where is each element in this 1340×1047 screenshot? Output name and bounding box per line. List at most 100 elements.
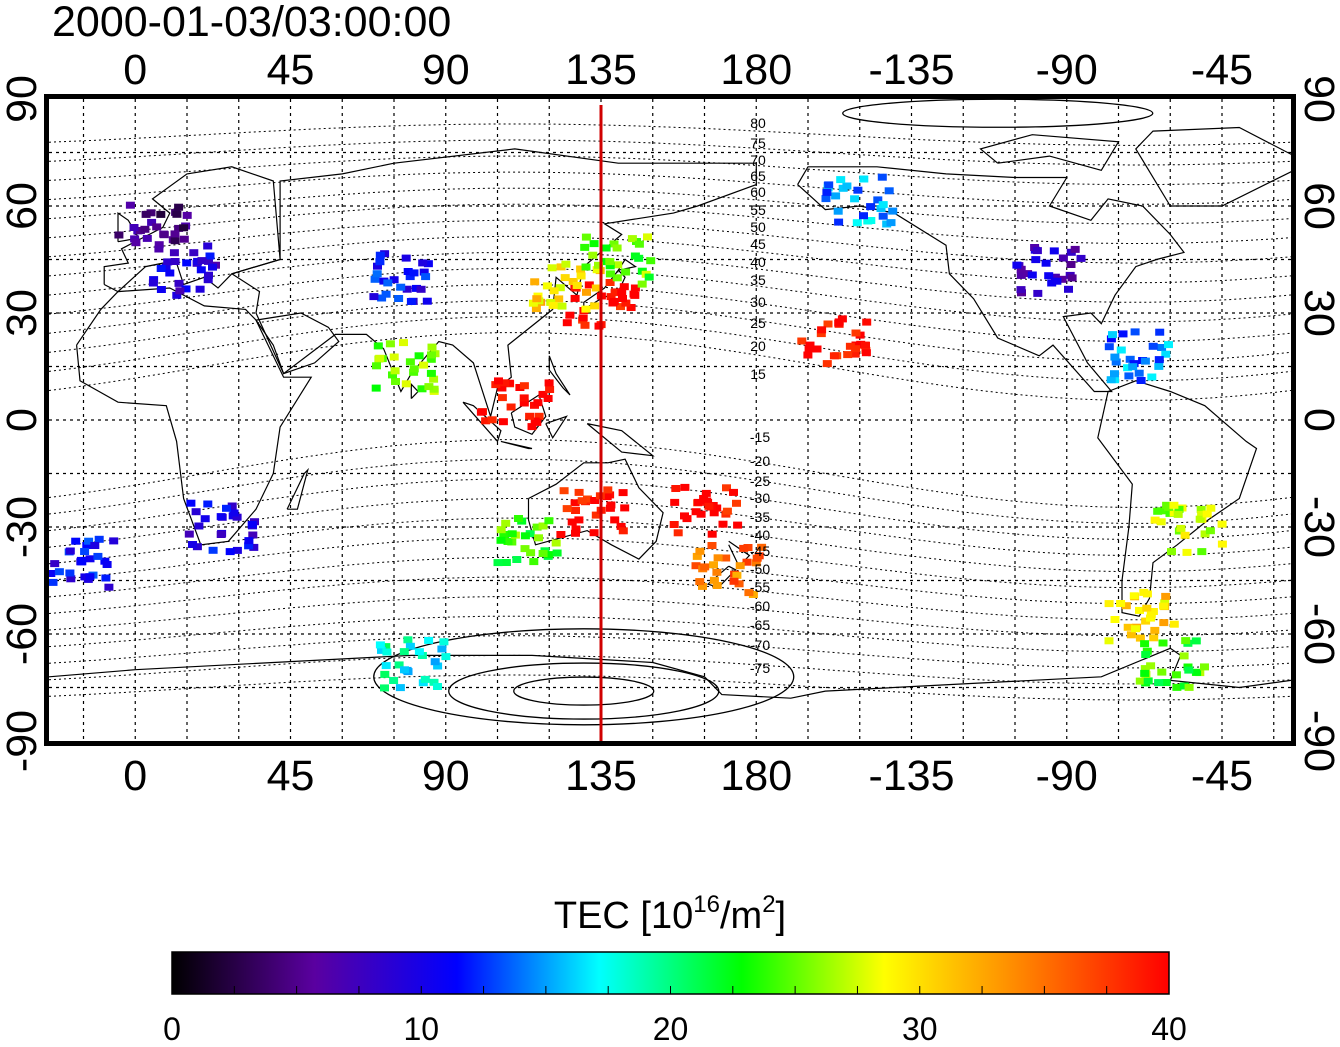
tec-point: [584, 281, 594, 289]
right-tick-label: 30: [1295, 289, 1340, 337]
tec-point: [680, 483, 690, 491]
tec-point: [1191, 637, 1201, 645]
tec-point: [1106, 376, 1116, 384]
tec-point: [1058, 254, 1068, 262]
tec-point: [700, 563, 710, 571]
tec-point: [852, 219, 862, 227]
tec-point: [644, 273, 654, 281]
tec-point: [191, 508, 201, 516]
tec-point: [626, 304, 636, 311]
tec-point: [866, 203, 876, 211]
mag-lat-label: 25: [750, 315, 766, 331]
tec-point: [375, 258, 385, 266]
tec-point: [1217, 520, 1227, 528]
tec-point: [1196, 505, 1206, 513]
mag-lat-label: -75: [750, 660, 770, 676]
left-tick-label: -60: [0, 603, 46, 665]
tec-point: [833, 207, 843, 215]
tec-point: [409, 269, 419, 277]
tec-point: [556, 263, 566, 271]
tec-point: [845, 342, 855, 350]
tec-point: [427, 351, 436, 359]
tec-point: [84, 537, 94, 545]
tec-point: [722, 484, 731, 492]
tec-point: [181, 285, 191, 293]
tec-point: [729, 488, 738, 496]
tec-point: [608, 299, 618, 307]
tec-point: [578, 314, 588, 322]
tec-point: [514, 515, 523, 522]
tec-point: [1012, 261, 1022, 269]
tec-point: [1164, 341, 1173, 349]
tec-point: [549, 287, 559, 295]
mag-lat-label: 35: [750, 272, 766, 288]
tec-point: [476, 408, 486, 416]
tec-point: [1206, 504, 1216, 512]
tec-point: [512, 556, 522, 563]
tec-point: [156, 286, 166, 293]
tec-point: [646, 257, 656, 265]
tec-point: [1130, 328, 1140, 336]
top-tick-label: 45: [267, 46, 315, 94]
tec-point: [520, 545, 530, 553]
tec-point: [146, 209, 156, 217]
tec-point: [1123, 364, 1133, 372]
tec-point: [551, 539, 561, 547]
tec-point: [718, 520, 728, 528]
right-latitude-ticks: 90 60 30 0 -30 -60 -90: [1295, 75, 1340, 772]
tec-point: [673, 529, 683, 537]
tec-point: [709, 509, 719, 517]
tec-point: [175, 287, 185, 295]
tec-point: [577, 497, 587, 505]
tec-point: [399, 339, 408, 347]
tec-point: [179, 224, 189, 232]
tec-point: [372, 270, 382, 278]
tec-point: [208, 546, 218, 554]
tec-point: [576, 265, 586, 273]
tec-point: [182, 211, 192, 219]
tec-point: [876, 205, 886, 212]
tec-point: [1200, 663, 1209, 671]
tec-point: [169, 249, 179, 257]
tec-point: [204, 271, 213, 279]
tec-point: [1041, 259, 1051, 267]
tec-point: [519, 399, 529, 407]
magnetic-latitude-contours: [49, 99, 1291, 726]
tec-point: [547, 264, 557, 272]
tec-point: [1176, 524, 1186, 532]
tec-point: [170, 230, 180, 238]
tec-point: [1164, 503, 1174, 511]
tec-point: [570, 499, 580, 507]
tec-point: [538, 390, 548, 398]
tec-point: [163, 258, 173, 266]
tec-point: [66, 575, 76, 583]
tec-point: [744, 589, 754, 597]
tec-point: [695, 547, 705, 555]
tec-point: [189, 249, 199, 257]
tec-point: [742, 558, 752, 566]
tec-point: [82, 542, 92, 549]
tec-point: [861, 341, 870, 349]
tec-point: [1110, 370, 1119, 378]
tec-point: [401, 380, 411, 388]
tec-point: [497, 384, 507, 392]
tec-point: [184, 530, 194, 538]
tec-point: [691, 562, 701, 570]
tec-point: [643, 233, 652, 241]
tec-point: [496, 526, 506, 534]
tec-point: [581, 263, 591, 271]
tec-point: [382, 648, 392, 656]
tec-point: [389, 677, 399, 684]
tec-point: [77, 558, 87, 566]
tec-point: [591, 511, 601, 519]
tec-point: [698, 582, 707, 590]
tec-point: [884, 187, 894, 195]
left-tick-label: 30: [0, 289, 46, 337]
tec-point: [805, 341, 815, 349]
tec-point: [822, 188, 832, 196]
tec-point: [1157, 668, 1167, 676]
coastlines: [49, 126, 1291, 699]
tec-point: [555, 284, 565, 292]
tec-point: [850, 350, 860, 358]
tec-point: [1167, 548, 1176, 556]
